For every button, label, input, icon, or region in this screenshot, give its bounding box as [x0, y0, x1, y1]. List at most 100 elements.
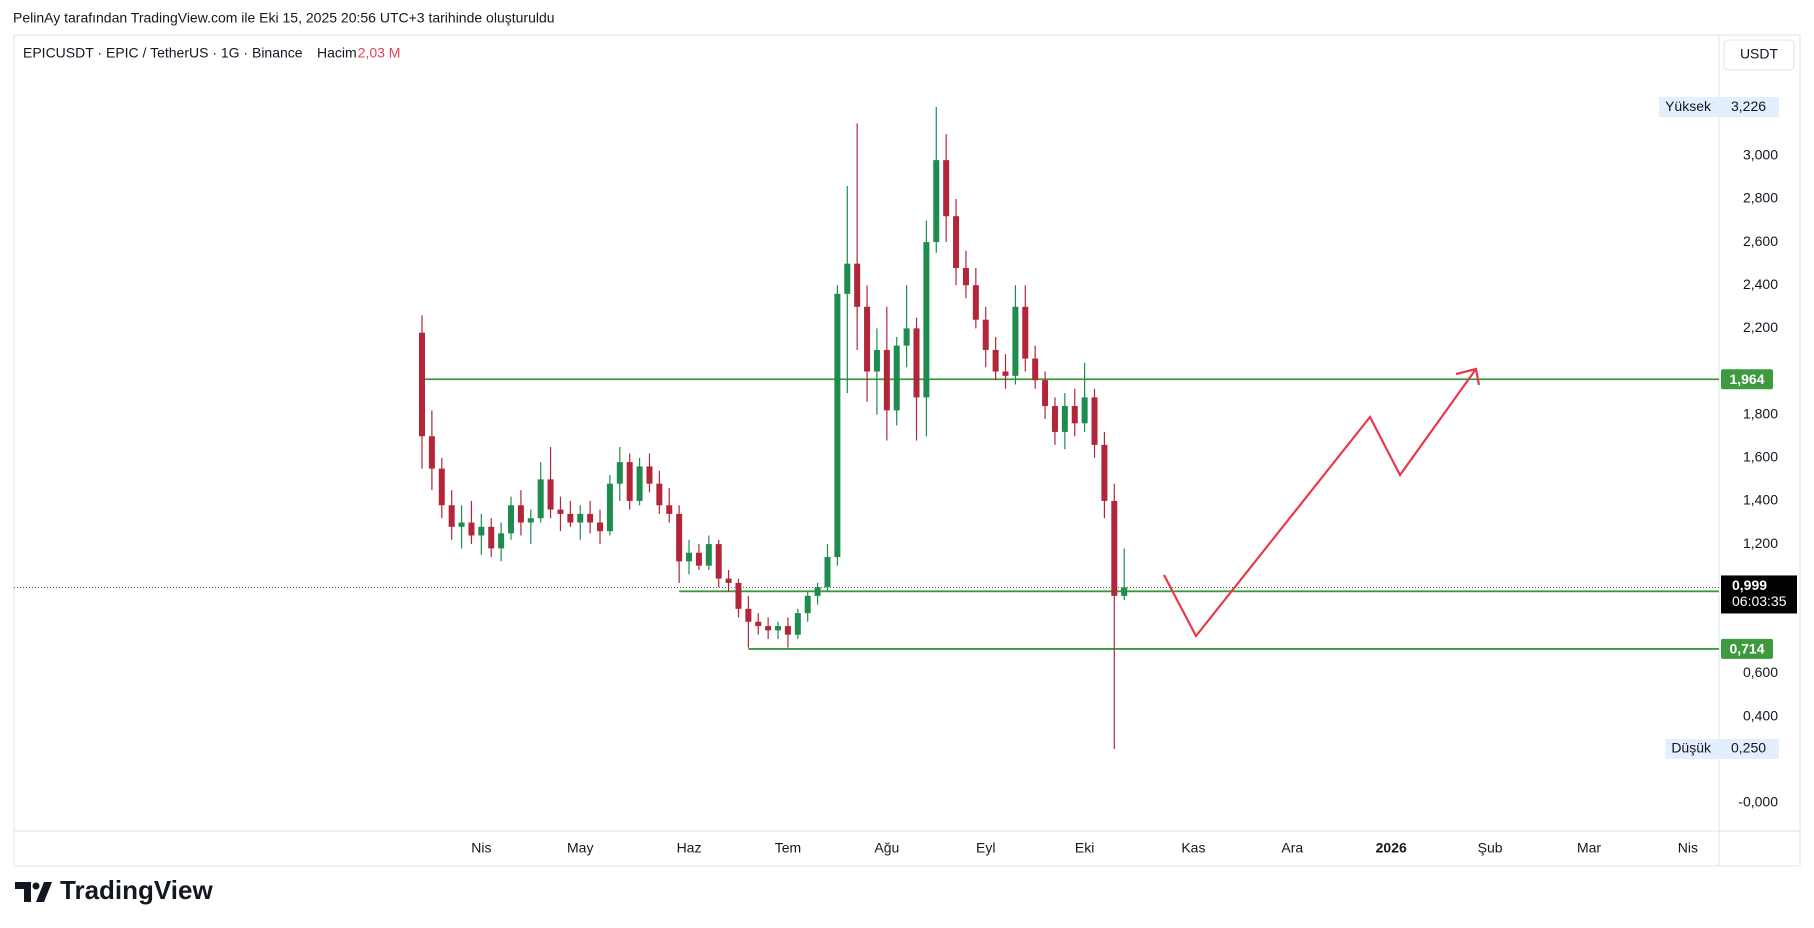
x-tick-label: 2026: [1376, 840, 1407, 856]
marker-box: [1659, 97, 1779, 118]
y-tick-label: 1,600: [1743, 449, 1778, 465]
y-tick-label: 0,600: [1743, 664, 1778, 680]
candle-body: [616, 462, 623, 484]
candle-body: [468, 522, 475, 536]
candle-body: [676, 513, 683, 562]
candle-body: [1121, 587, 1128, 596]
y-tick-label: 3,000: [1743, 147, 1778, 163]
candle-body: [893, 345, 900, 411]
candle-body: [715, 544, 722, 579]
marker-box: [1665, 739, 1779, 760]
candle-body: [844, 263, 851, 294]
candle-body: [606, 483, 613, 532]
y-tick-label: -0,000: [1738, 794, 1778, 810]
caption: PelinAy tarafından TradingView.com ile E…: [13, 10, 555, 26]
x-tick-label: Ara: [1281, 840, 1303, 856]
marker-name: Yüksek: [1665, 98, 1712, 114]
y-tick-label: 1,800: [1743, 405, 1778, 421]
candle-body: [943, 160, 950, 217]
candle-body: [992, 349, 999, 372]
marker-name: Düşük: [1671, 740, 1712, 756]
x-tick-label: Nis: [471, 840, 491, 856]
candle-body: [834, 293, 841, 558]
level-price-box: [1721, 638, 1773, 659]
candle-body: [923, 242, 930, 398]
y-tick-label: 2,800: [1743, 190, 1778, 206]
candle-body: [775, 626, 782, 631]
candle-body: [686, 552, 693, 562]
candle-body: [1002, 371, 1009, 376]
volume-value: 2,03 M: [358, 45, 401, 61]
candle-body: [735, 582, 742, 609]
y-tick-label: 0,400: [1743, 707, 1778, 723]
logo: TradingView: [15, 875, 213, 905]
currency-button[interactable]: [1723, 39, 1795, 71]
candle-body: [725, 578, 732, 583]
y-tick-label: 1,400: [1743, 492, 1778, 508]
candle-body: [1071, 406, 1078, 424]
candle-body: [557, 509, 564, 514]
candle-body: [666, 505, 673, 514]
candle-body: [1091, 397, 1098, 445]
candle-body: [527, 518, 534, 523]
x-tick-label: Haz: [677, 840, 702, 856]
candle-body: [755, 621, 762, 627]
logo-mark: [36, 882, 52, 902]
chart-frame: [13, 34, 1801, 867]
x-tick-label: Şub: [1478, 840, 1503, 856]
y-tick-label: 2,400: [1743, 276, 1778, 292]
candle-body: [913, 328, 920, 398]
candle-body: [1111, 500, 1118, 596]
arrow-head: [1455, 367, 1481, 386]
candle-body: [626, 462, 633, 501]
volume-label: Hacim: [317, 45, 357, 61]
candle-body: [933, 160, 940, 243]
candle-body: [1051, 406, 1058, 432]
candle-body: [745, 608, 752, 622]
currency: USDT: [1740, 46, 1779, 62]
projection-line: [1163, 368, 1477, 639]
candle-body: [567, 513, 574, 523]
y-tick-label: 1,200: [1743, 535, 1778, 551]
candle-body: [508, 505, 515, 534]
candle-body: [873, 349, 880, 372]
candle-body: [962, 267, 969, 286]
candle-body: [784, 626, 791, 635]
candle-body: [636, 466, 643, 501]
y-tick-label: 2,200: [1743, 319, 1778, 335]
level-price-box: [1721, 369, 1773, 390]
x-tick-label: Eyl: [976, 840, 995, 856]
candle-body: [488, 526, 495, 549]
x-tick-label: Tem: [775, 840, 801, 856]
candle-body: [705, 544, 712, 566]
candle-body: [1032, 358, 1039, 381]
candle-body: [864, 306, 871, 372]
candle-body: [1042, 380, 1049, 407]
candle-body: [903, 328, 910, 346]
candle-body: [1022, 306, 1029, 359]
x-tick-label: Nis: [1678, 840, 1698, 856]
candle-body: [419, 332, 425, 437]
candle-body: [438, 468, 445, 506]
x-tick-label: Ağu: [874, 840, 899, 856]
countdown: 06:03:35: [1732, 593, 1787, 609]
candle-body: [794, 613, 801, 635]
symbol-title: EPICUSDT · EPIC / TetherUS · 1G · Binanc…: [23, 45, 303, 61]
candle-body: [577, 513, 584, 523]
candle-body: [498, 533, 505, 549]
candle-body: [1061, 406, 1068, 432]
candle-body: [824, 557, 831, 588]
candle-body: [478, 526, 485, 536]
logo-mark: [32, 882, 40, 890]
candle-body: [537, 479, 544, 519]
candle-body: [587, 513, 594, 523]
candle-body: [854, 263, 861, 307]
candle-body: [458, 522, 465, 527]
candle-body: [814, 587, 821, 596]
x-tick-label: Eki: [1075, 840, 1094, 856]
last-price-label: 0,999: [1732, 577, 1767, 593]
logo-mark: [15, 882, 31, 902]
x-tick-label: May: [567, 840, 593, 856]
candle-body: [1101, 444, 1108, 501]
